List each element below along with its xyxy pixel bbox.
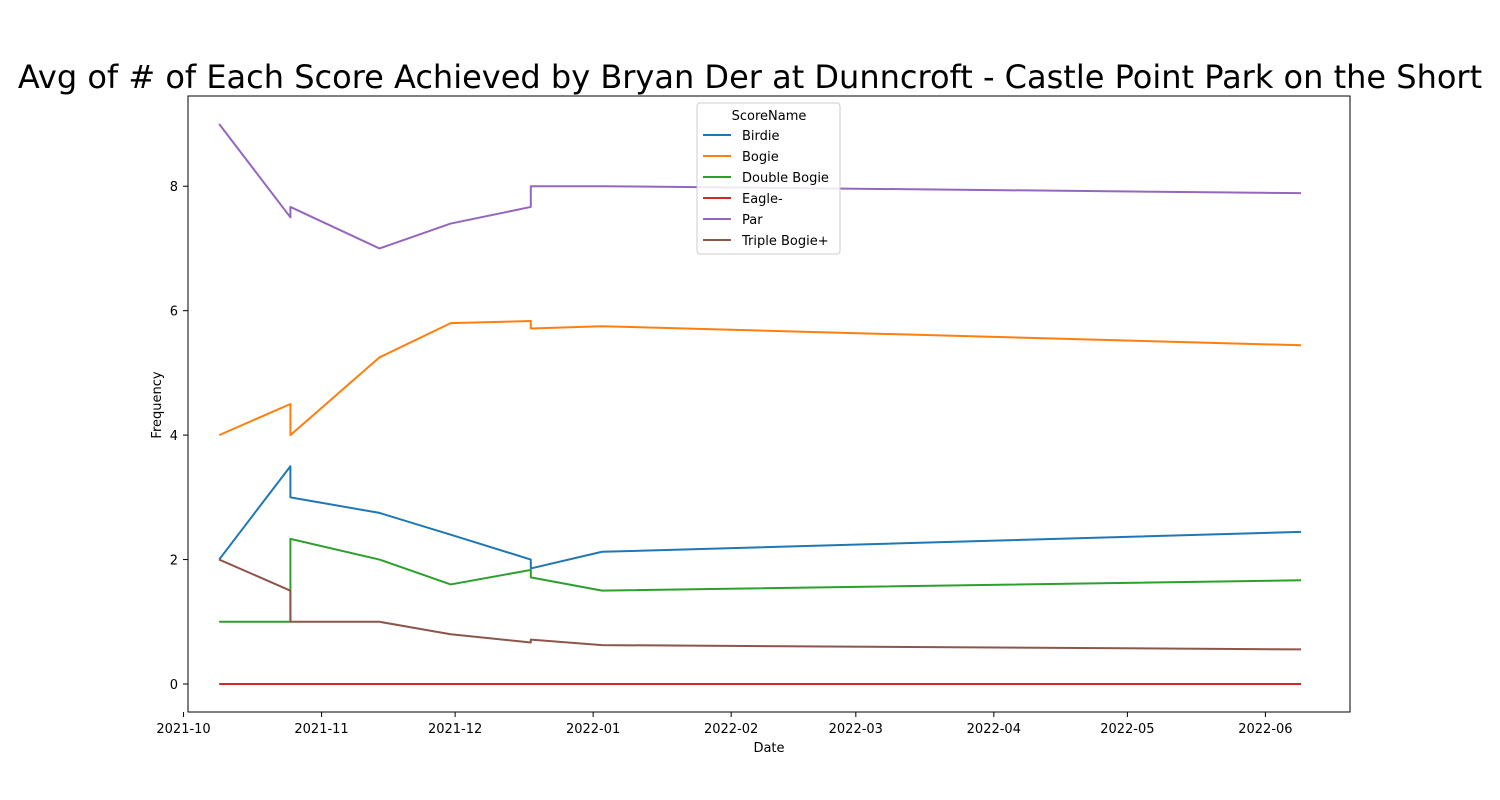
x-axis-ticks: 2021-10 2021-11 2021-12 2022-01 2022-02 2022-… <box>156 712 1293 737</box>
y-tick-label: 6 <box>170 305 178 320</box>
y-tick-label: 2 <box>170 554 178 569</box>
series-line-par <box>218 123 1302 250</box>
x-tick-label: 2021-10 <box>156 722 210 737</box>
y-tick-label: 8 <box>170 180 178 195</box>
x-tick-label: 2022-01 <box>566 722 620 737</box>
legend-box <box>696 102 841 255</box>
legend-label-par: Par <box>742 213 763 228</box>
x-tick-label: 2022-05 <box>1100 722 1154 737</box>
series-line-bogie <box>218 320 1302 437</box>
x-tick-label: 2021-12 <box>428 722 482 737</box>
x-tick-label: 2022-03 <box>829 722 883 737</box>
legend-label-birdie: Birdie <box>742 129 780 144</box>
series-line-double-bogie <box>219 537 1302 623</box>
chart-title: Avg of # of Each Score Achieved by Bryan… <box>18 58 1482 96</box>
y-axis-ticks: 0 2 4 6 8 <box>170 180 188 693</box>
y-tick-label: 0 <box>170 678 178 693</box>
y-tick-label: 4 <box>170 429 178 444</box>
legend-label-triple-bogie: Triple Bogie+ <box>741 234 829 249</box>
series-line-triple-bogie <box>218 558 1302 651</box>
x-tick-label: 2021-11 <box>294 722 348 737</box>
series-layer <box>218 123 1302 685</box>
x-tick-label: 2022-02 <box>704 722 758 737</box>
x-tick-label: 2022-06 <box>1238 722 1292 737</box>
legend-label-eagle: Eagle- <box>742 192 783 207</box>
x-tick-label: 2022-04 <box>967 722 1021 737</box>
y-axis-label: Frequency <box>150 371 165 438</box>
legend: ScoreName Birdie Bogie Double Bogie Eagle- P… <box>696 102 841 255</box>
legend-title: ScoreName <box>732 109 807 124</box>
x-axis-label: Date <box>753 741 784 756</box>
legend-label-bogie: Bogie <box>742 150 779 165</box>
series-line-birdie <box>218 465 1302 570</box>
legend-label-double-bogie: Double Bogie <box>742 171 829 186</box>
plot-frame <box>187 95 1351 713</box>
